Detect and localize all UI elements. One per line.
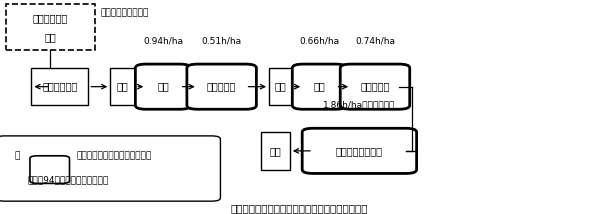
Text: 内の作業は定幅散布機による。: 内の作業は定幅散布機による。 <box>77 151 152 160</box>
Text: 播種: 播種 <box>157 82 169 92</box>
FancyBboxPatch shape <box>135 64 190 109</box>
Text: 施肥: 施肥 <box>313 82 325 92</box>
FancyBboxPatch shape <box>32 68 89 106</box>
Text: 造成後は補修のみ。: 造成後は補修のみ。 <box>101 8 149 17</box>
Text: 病虫害防除・追肥: 病虫害防除・追肥 <box>336 146 383 156</box>
FancyBboxPatch shape <box>110 68 135 106</box>
FancyBboxPatch shape <box>302 128 417 173</box>
Text: 0.66h/ha: 0.66h/ha <box>300 36 339 45</box>
Text: 図４　定幅散布機を基幹とする潤土直播作業体系: 図４ 定幅散布機を基幹とする潤土直播作業体系 <box>231 203 368 213</box>
FancyBboxPatch shape <box>292 64 346 109</box>
Text: 落水: 落水 <box>117 82 129 92</box>
Text: 造成: 造成 <box>44 32 56 42</box>
Text: 0.74h/ha: 0.74h/ha <box>355 36 395 45</box>
Text: 耕起・代かき: 耕起・代かき <box>43 82 77 92</box>
Text: 除草剤散布: 除草剤散布 <box>360 82 390 92</box>
FancyBboxPatch shape <box>187 64 256 109</box>
FancyBboxPatch shape <box>30 156 69 183</box>
Text: 注: 注 <box>14 151 20 160</box>
FancyBboxPatch shape <box>261 132 290 169</box>
Text: 数字は94年度現地試験実績値。: 数字は94年度現地試験実績値。 <box>28 176 109 185</box>
Text: トラムライン: トラムライン <box>33 13 68 23</box>
Text: 除草剤散布: 除草剤散布 <box>207 82 237 92</box>
Text: 入水: 入水 <box>274 82 286 92</box>
FancyBboxPatch shape <box>0 136 220 201</box>
FancyBboxPatch shape <box>269 68 292 106</box>
Text: 1.86h/ha（延べ３回）: 1.86h/ha（延べ３回） <box>323 100 395 109</box>
Text: 収穫: 収穫 <box>270 146 282 156</box>
FancyBboxPatch shape <box>340 64 410 109</box>
Text: 0.51h/ha: 0.51h/ha <box>202 36 241 45</box>
Text: 0.94h/ha: 0.94h/ha <box>143 36 183 45</box>
FancyBboxPatch shape <box>6 4 95 50</box>
